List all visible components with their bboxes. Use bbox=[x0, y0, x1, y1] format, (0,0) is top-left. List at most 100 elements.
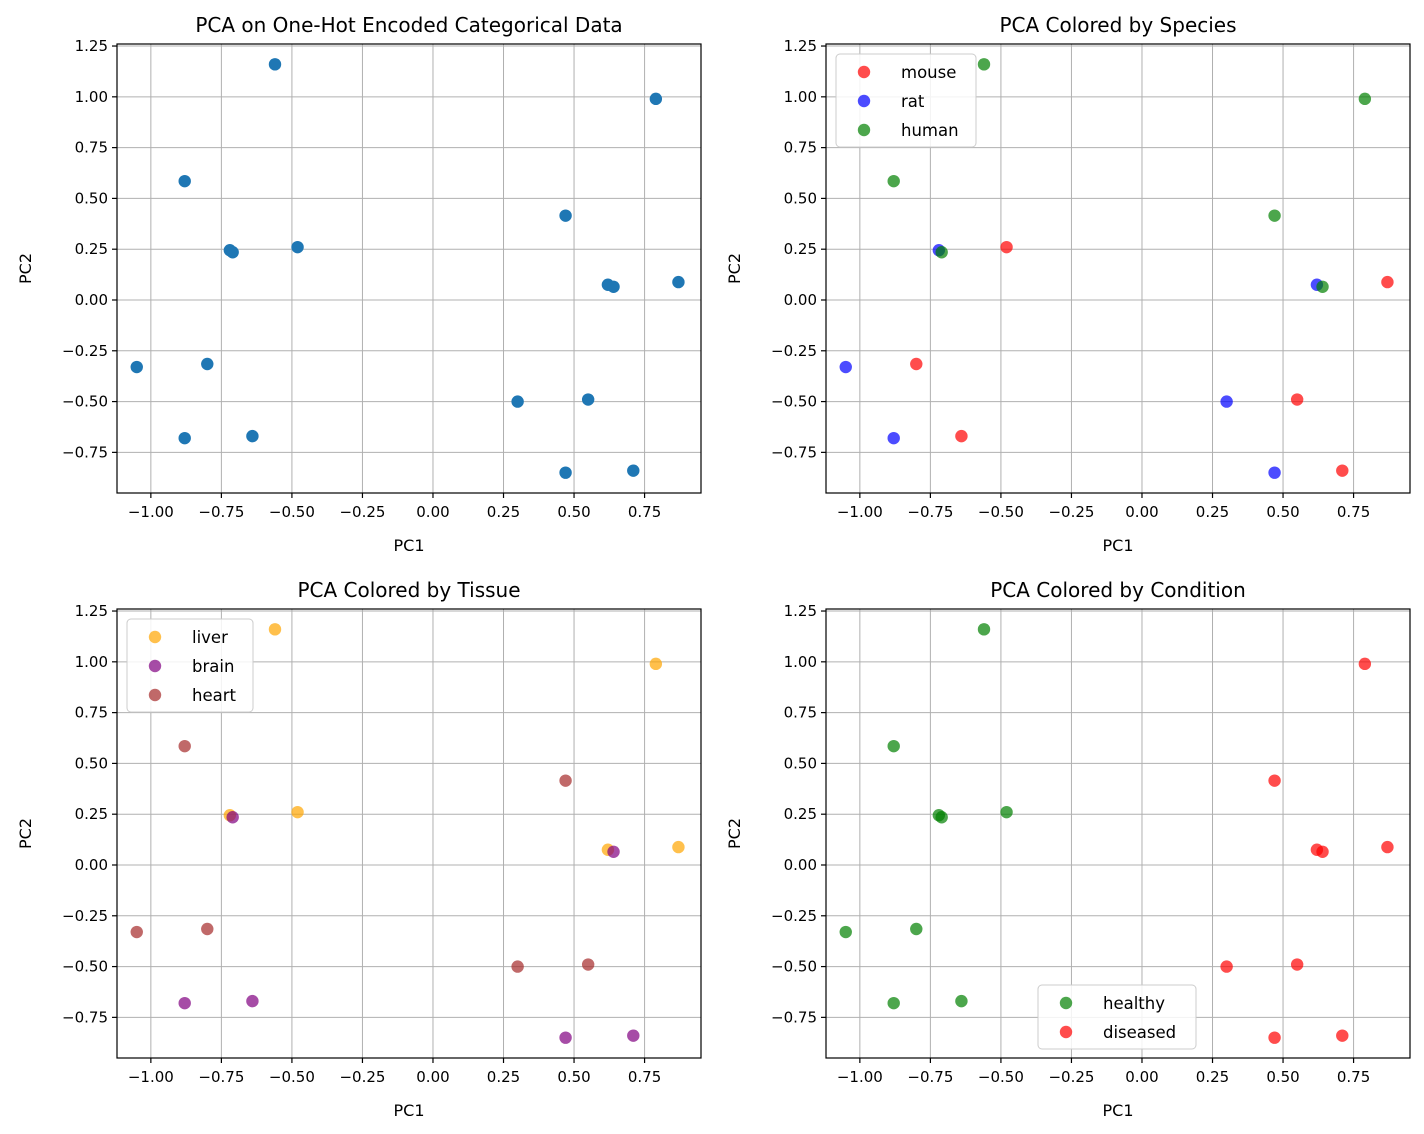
x-tick-label: −0.25 bbox=[339, 1068, 385, 1086]
point-human bbox=[1268, 209, 1281, 222]
chart-title: PCA Colored by Condition bbox=[990, 578, 1246, 602]
x-tick-label: 0.50 bbox=[557, 503, 590, 521]
y-tick-label: 0.00 bbox=[784, 856, 817, 874]
x-axis-label: PC1 bbox=[394, 536, 425, 555]
y-tick-label: −0.75 bbox=[62, 1008, 108, 1026]
point-brain bbox=[178, 996, 191, 1010]
point-healthy bbox=[887, 739, 900, 753]
legend: mouse rat human bbox=[835, 53, 977, 148]
y-tick-label: 1.00 bbox=[784, 653, 817, 671]
y-tick-label: −0.25 bbox=[62, 342, 108, 360]
y-tick-label: −0.50 bbox=[771, 393, 817, 411]
chart-title: PCA Colored by Species bbox=[999, 13, 1236, 37]
y-tick-label: 0.50 bbox=[784, 754, 817, 772]
point-human bbox=[1358, 92, 1372, 106]
point-heart bbox=[201, 922, 214, 936]
point-rat bbox=[1268, 466, 1281, 479]
point-sample bbox=[201, 357, 214, 371]
legend-marker-heart bbox=[148, 688, 162, 702]
point-sample bbox=[130, 360, 143, 374]
point-liver bbox=[291, 805, 304, 819]
y-tick-label: 0.25 bbox=[784, 240, 817, 258]
point-sample bbox=[178, 174, 191, 188]
legend-label-brain: brain bbox=[192, 657, 234, 676]
point-liver bbox=[672, 840, 685, 854]
y-tick-label: 0.75 bbox=[75, 704, 108, 722]
point-sample bbox=[559, 466, 572, 479]
legend: healthy diseased bbox=[1037, 984, 1197, 1050]
point-sample bbox=[559, 209, 572, 222]
point-sample bbox=[581, 393, 595, 406]
point-healthy bbox=[977, 623, 991, 636]
y-tick-label: −0.25 bbox=[771, 907, 817, 925]
y-tick-label: −0.50 bbox=[62, 393, 108, 411]
x-tick-label: −0.75 bbox=[198, 503, 244, 521]
point-sample bbox=[291, 240, 304, 254]
point-sample bbox=[178, 431, 191, 445]
x-axis-label: PC1 bbox=[1103, 536, 1134, 555]
point-heart bbox=[581, 958, 595, 971]
axes-frame bbox=[116, 43, 702, 494]
data-points bbox=[839, 623, 1394, 1044]
scatter-panel-1: −1.00 −0.75 −0.50 −0.25 0.00 0.25 0.50 0.75 −0.7… bbox=[16, 13, 702, 555]
x-tick-label: −1.00 bbox=[128, 503, 174, 521]
x-tick-label: −0.75 bbox=[907, 503, 953, 521]
scatter-panel-3: −1.00 −0.75 −0.50 −0.25 0.00 0.25 0.50 0.75 −0.7… bbox=[16, 578, 702, 1120]
x-tick-label: 0.50 bbox=[1266, 1068, 1299, 1086]
x-tick-label: 0.75 bbox=[628, 503, 661, 521]
x-tick-label: −0.25 bbox=[1048, 1068, 1094, 1086]
point-sample bbox=[649, 92, 663, 106]
point-sample bbox=[226, 246, 239, 259]
point-mouse bbox=[955, 429, 968, 443]
chart-title: PCA Colored by Tissue bbox=[297, 578, 520, 602]
legend-marker-mouse bbox=[857, 65, 871, 79]
point-mouse bbox=[1000, 240, 1013, 254]
point-heart bbox=[511, 960, 524, 973]
point-rat bbox=[887, 431, 900, 445]
point-diseased bbox=[1268, 1031, 1281, 1044]
y-tick-label: 0.00 bbox=[75, 856, 108, 874]
x-tick-label: 0.00 bbox=[1125, 1068, 1158, 1086]
y-tick-label: 0.75 bbox=[784, 704, 817, 722]
y-tick-label: 0.25 bbox=[75, 805, 108, 823]
x-axis-label: PC1 bbox=[394, 1101, 425, 1120]
y-axis-label: PC2 bbox=[725, 253, 744, 284]
point-sample bbox=[672, 275, 685, 289]
point-heart bbox=[178, 739, 191, 753]
x-tick-label: −0.50 bbox=[269, 1068, 315, 1086]
point-human bbox=[1316, 280, 1329, 293]
scatter-panel-4: −1.00 −0.75 −0.50 −0.25 0.00 0.25 0.50 0.75 −0.7… bbox=[725, 578, 1411, 1120]
point-healthy bbox=[955, 994, 968, 1008]
y-tick-label: −0.75 bbox=[771, 443, 817, 461]
y-tick-label: −0.75 bbox=[62, 443, 108, 461]
y-tick-label: 0.25 bbox=[75, 240, 108, 258]
point-healthy bbox=[935, 811, 948, 824]
y-tick-label: −0.50 bbox=[771, 958, 817, 976]
x-tick-label: 0.00 bbox=[416, 1068, 449, 1086]
legend-label-rat: rat bbox=[901, 92, 925, 111]
y-tick-label: 0.25 bbox=[784, 805, 817, 823]
y-tick-label: 1.00 bbox=[75, 88, 108, 106]
legend-label-heart: heart bbox=[192, 686, 237, 705]
y-tick-label: 0.50 bbox=[75, 754, 108, 772]
axes-frame bbox=[825, 608, 1411, 1059]
point-diseased bbox=[1268, 774, 1281, 787]
grid bbox=[117, 44, 701, 493]
x-tick-label: −0.75 bbox=[907, 1068, 953, 1086]
point-mouse bbox=[1290, 393, 1304, 406]
legend-marker-liver bbox=[148, 630, 162, 644]
legend-marker-brain bbox=[148, 659, 162, 673]
x-tick-label: 0.25 bbox=[1196, 503, 1229, 521]
x-tick-label: 0.25 bbox=[487, 503, 520, 521]
point-mouse bbox=[910, 357, 923, 371]
data-points bbox=[130, 623, 685, 1044]
point-sample bbox=[511, 395, 524, 408]
point-rat bbox=[1220, 395, 1233, 408]
point-diseased bbox=[1220, 960, 1233, 973]
point-brain bbox=[607, 845, 620, 858]
legend-box bbox=[1037, 984, 1197, 1050]
chart-title: PCA on One-Hot Encoded Categorical Data bbox=[195, 13, 622, 37]
point-diseased bbox=[1290, 958, 1304, 971]
legend-label-liver: liver bbox=[192, 628, 228, 647]
point-brain bbox=[226, 811, 239, 824]
